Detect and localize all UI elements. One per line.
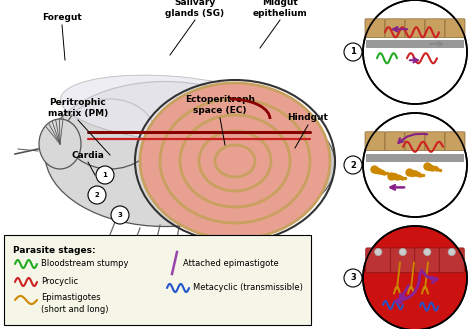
FancyBboxPatch shape [366, 40, 464, 48]
FancyBboxPatch shape [366, 248, 391, 273]
Text: Hindgut: Hindgut [288, 114, 328, 122]
Text: Ectoperitroph
space (EC): Ectoperitroph space (EC) [185, 95, 255, 115]
Text: Attached epimastigote: Attached epimastigote [183, 260, 279, 268]
Circle shape [399, 248, 406, 256]
Ellipse shape [60, 75, 290, 143]
Circle shape [424, 248, 431, 256]
Text: Parasite stages:: Parasite stages: [13, 246, 96, 255]
Circle shape [448, 248, 456, 256]
Text: Cardia: Cardia [72, 150, 104, 160]
FancyBboxPatch shape [385, 19, 405, 38]
Text: 3: 3 [118, 212, 122, 218]
FancyBboxPatch shape [425, 132, 445, 151]
Circle shape [111, 206, 129, 224]
Circle shape [88, 186, 106, 204]
Text: Foregut: Foregut [42, 13, 82, 22]
Text: Peritrophic
matrix (PM): Peritrophic matrix (PM) [48, 98, 108, 118]
Text: 3: 3 [350, 273, 356, 283]
Circle shape [96, 166, 114, 184]
Circle shape [344, 156, 362, 174]
FancyBboxPatch shape [445, 132, 465, 151]
FancyBboxPatch shape [365, 19, 385, 38]
Text: 2: 2 [95, 192, 100, 198]
Text: 1: 1 [350, 47, 356, 57]
Circle shape [344, 43, 362, 61]
Text: Metacyclic (transmissible): Metacyclic (transmissible) [193, 284, 303, 292]
FancyBboxPatch shape [365, 132, 385, 151]
FancyBboxPatch shape [385, 132, 405, 151]
FancyBboxPatch shape [366, 154, 464, 162]
Text: (short and long): (short and long) [41, 305, 109, 314]
Ellipse shape [205, 114, 335, 214]
Ellipse shape [65, 99, 155, 169]
FancyBboxPatch shape [4, 235, 311, 325]
Text: Salivary
glands (SG): Salivary glands (SG) [165, 0, 225, 18]
Text: 1: 1 [102, 172, 108, 178]
Ellipse shape [155, 96, 315, 226]
Text: Epimastigotes: Epimastigotes [41, 293, 100, 302]
Circle shape [374, 248, 382, 256]
Ellipse shape [39, 119, 81, 169]
Text: Midgut
epithelium: Midgut epithelium [253, 0, 307, 18]
Circle shape [344, 269, 362, 287]
FancyBboxPatch shape [415, 248, 440, 273]
FancyBboxPatch shape [445, 19, 465, 38]
Text: 2: 2 [350, 161, 356, 169]
FancyBboxPatch shape [405, 19, 425, 38]
FancyBboxPatch shape [405, 132, 425, 151]
Circle shape [363, 113, 467, 217]
Circle shape [363, 226, 467, 329]
Text: Bloodstream stumpy: Bloodstream stumpy [41, 260, 128, 268]
FancyBboxPatch shape [390, 248, 415, 273]
Text: Procyclic: Procyclic [41, 277, 78, 287]
FancyBboxPatch shape [439, 248, 464, 273]
FancyBboxPatch shape [425, 19, 445, 38]
Ellipse shape [140, 83, 330, 239]
Circle shape [363, 0, 467, 104]
Ellipse shape [45, 82, 285, 226]
